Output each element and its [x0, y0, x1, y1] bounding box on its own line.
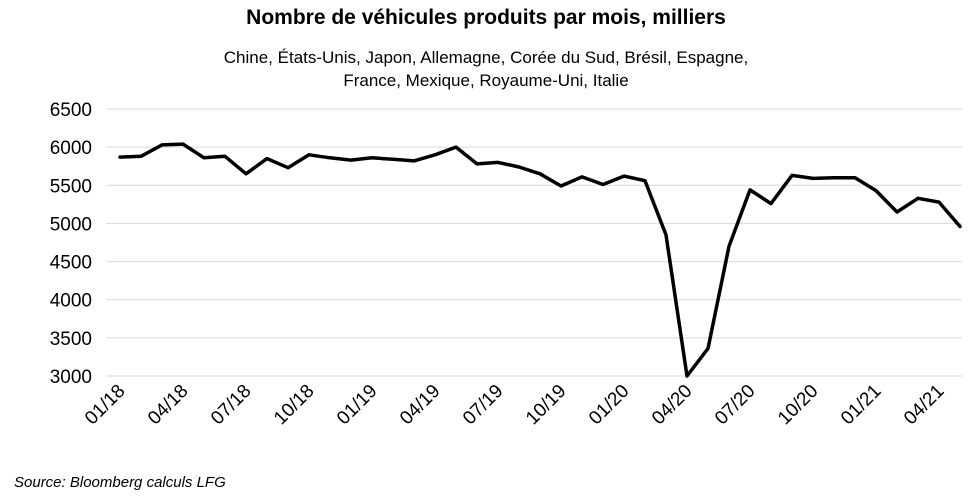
x-tick-label-04-21: 04/21 — [900, 381, 948, 429]
y-tick-label-6500: 6500 — [50, 100, 92, 121]
x-tick-label-10-19: 10/19 — [522, 381, 570, 429]
x-tick-label-07-20: 07/20 — [711, 381, 759, 429]
x-tick-label-01-19: 01/19 — [333, 381, 381, 429]
x-axis: 01/18 04/18 07/18 10/18 01/19 04/19 07/19 10/19… — [81, 381, 948, 429]
y-tick-label-4000: 4000 — [50, 291, 92, 312]
x-tick-label-10-18: 10/18 — [270, 381, 318, 429]
x-tick-label-04-18: 04/18 — [144, 381, 192, 429]
x-tick-label-04-20: 04/20 — [648, 381, 696, 429]
y-tick-label-4500: 4500 — [50, 253, 92, 274]
y-tick-label-5000: 5000 — [50, 214, 92, 235]
y-tick-label-6000: 6000 — [50, 138, 92, 159]
y-tick-label-3000: 3000 — [50, 367, 92, 388]
x-tick-label-04-19: 04/19 — [396, 381, 444, 429]
x-tick-label-01-21: 01/21 — [837, 381, 885, 429]
source-note: Source: Bloomberg calculs LFG — [14, 474, 226, 491]
x-tick-label-07-18: 07/18 — [207, 381, 255, 429]
y-axis: 3000 3500 4000 4500 5000 5500 6000 6500 — [50, 100, 92, 388]
chart-subtitle: Chine, États-Unis, Japon, Allemagne, Cor… — [223, 48, 749, 90]
x-tick-label-10-20: 10/20 — [774, 381, 822, 429]
y-tick-label-5500: 5500 — [50, 176, 92, 197]
y-tick-label-3500: 3500 — [50, 329, 92, 350]
x-tick-label-01-20: 01/20 — [585, 381, 633, 429]
gridlines — [106, 108, 962, 377]
plot-area — [118, 142, 962, 378]
series-line — [118, 142, 962, 378]
chart-title: Nombre de véhicules produits par mois, m… — [246, 6, 726, 29]
x-tick-label-07-19: 07/19 — [459, 381, 507, 429]
